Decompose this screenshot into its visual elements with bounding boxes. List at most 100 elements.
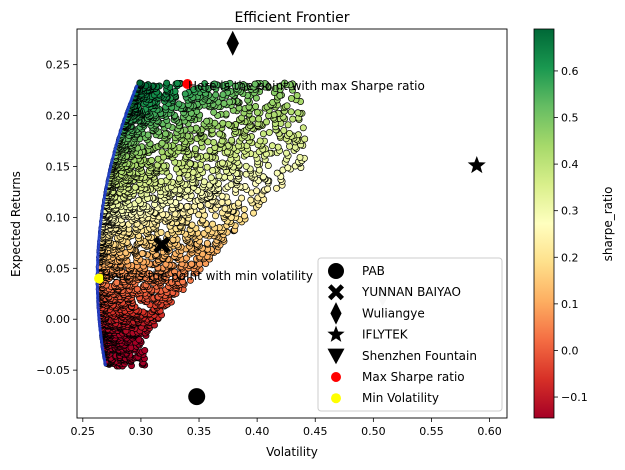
x-axis-ticks: 0.25 0.30 0.35 0.40 0.45 0.50 0.55 0.60	[71, 418, 502, 438]
portfolio-point	[238, 194, 246, 202]
portfolio-point	[224, 120, 232, 128]
portfolio-point	[188, 221, 196, 229]
colorbar-tick-label: 0.6	[561, 65, 579, 78]
portfolio-point	[286, 129, 293, 137]
portfolio-point	[163, 79, 171, 87]
portfolio-point	[247, 196, 255, 204]
portfolio-point	[242, 162, 250, 170]
portfolio-point	[188, 260, 195, 268]
colorbar-tick-label: 0.4	[561, 158, 579, 171]
portfolio-point	[183, 203, 191, 210]
portfolio-point	[301, 135, 309, 143]
portfolio-point	[175, 100, 183, 108]
portfolio-point	[219, 119, 227, 127]
portfolio-point	[253, 187, 261, 195]
chart-title: Efficient Frontier	[234, 10, 349, 26]
colorbar-label: sharpe_ratio	[601, 187, 615, 262]
legend-item-min-volatility-label: Min Volatility	[362, 391, 439, 405]
y-tick-label: 0.00	[46, 313, 71, 326]
x-tick-label: 0.25	[71, 425, 96, 438]
portfolio-point	[259, 130, 267, 138]
portfolio-point	[273, 184, 280, 192]
x-tick-label: 0.40	[245, 425, 270, 438]
legend-item-max-sharpe-ratio-marker	[331, 372, 341, 382]
portfolio-point	[256, 137, 264, 145]
portfolio-point	[158, 148, 166, 156]
portfolio-point	[209, 167, 217, 174]
portfolio-point	[252, 103, 260, 110]
portfolio-point	[173, 79, 181, 87]
x-tick-label: 0.55	[419, 425, 444, 438]
portfolio-point	[234, 199, 242, 207]
portfolio-point	[218, 198, 226, 206]
y-axis-ticks: −0.05 0.00 0.05 0.10 0.15 0.20 0.25	[36, 59, 77, 377]
colorbar-tick-label: 0.5	[561, 112, 579, 125]
portfolio-point	[207, 174, 215, 182]
portfolio-point	[255, 115, 263, 123]
portfolio-point	[273, 169, 281, 177]
portfolio-point	[209, 220, 217, 228]
portfolio-point	[240, 212, 248, 220]
x-tick-label: 0.45	[303, 425, 328, 438]
legend: PAB YUNNAN BAIYAO Wuliangye IFLYTEK Shenzhen…	[317, 257, 503, 412]
colorbar-tick-label: 0.2	[561, 251, 579, 264]
portfolio-cloud	[95, 79, 309, 370]
stock-marker-wuliangye	[226, 30, 239, 56]
colorbar-tick-label: −0.1	[561, 391, 588, 404]
portfolio-point	[216, 130, 223, 138]
portfolio-point	[203, 239, 211, 247]
portfolio-point	[228, 136, 236, 144]
portfolio-point	[263, 118, 270, 126]
min-vol-annotation: Here is the point with min volatility	[102, 269, 313, 283]
portfolio-point	[195, 211, 203, 219]
portfolio-point	[289, 115, 297, 123]
portfolio-point	[264, 162, 272, 169]
y-axis-label: Expected Returns	[9, 171, 23, 277]
portfolio-point	[162, 130, 169, 138]
portfolio-point	[210, 138, 218, 146]
portfolio-point	[192, 124, 200, 132]
portfolio-point	[141, 346, 149, 354]
portfolio-point	[148, 156, 156, 164]
x-tick-label: 0.35	[187, 425, 212, 438]
portfolio-point	[204, 226, 212, 234]
colorbar: −0.1 0.0 0.1 0.2 0.3 0.4 0.5 0.6 sharpe_ratio	[533, 28, 615, 419]
legend-item-min-volatility-marker	[331, 393, 341, 404]
portfolio-point	[168, 278, 176, 286]
portfolio-point	[283, 102, 291, 110]
legend-item-pab-marker	[328, 263, 344, 279]
portfolio-point	[218, 159, 226, 167]
y-tick-label: −0.05	[36, 364, 70, 377]
portfolio-point	[200, 178, 208, 186]
portfolio-point	[186, 160, 194, 168]
colorbar-tick-label: 0.1	[561, 298, 579, 311]
portfolio-point	[259, 173, 267, 181]
x-tick-label: 0.60	[477, 425, 502, 438]
x-axis-label: Volatility	[266, 445, 318, 459]
portfolio-point	[264, 185, 272, 193]
portfolio-point	[175, 175, 183, 183]
portfolio-point	[268, 142, 276, 150]
portfolio-point	[203, 117, 211, 125]
colorbar-gradient	[533, 28, 555, 419]
portfolio-point	[250, 209, 257, 217]
portfolio-point	[284, 121, 292, 129]
portfolio-point	[157, 177, 165, 185]
x-tick-label: 0.50	[361, 425, 386, 438]
portfolio-point	[218, 192, 226, 200]
portfolio-point	[296, 153, 304, 161]
portfolio-point	[136, 79, 144, 87]
portfolio-point	[299, 124, 307, 132]
portfolio-point	[145, 269, 153, 277]
legend-item-wuliangye-label: Wuliangye	[362, 306, 425, 320]
portfolio-point	[212, 212, 219, 220]
legend-item-yunnan-baiyao-label: YUNNAN BAIYAO	[361, 285, 461, 299]
portfolio-point	[293, 92, 301, 99]
portfolio-point	[157, 228, 165, 236]
legend-box	[317, 257, 503, 412]
x-tick-label: 0.30	[129, 425, 154, 438]
portfolio-point	[221, 205, 229, 213]
legend-item-iflytek-label: IFLYTEK	[362, 328, 409, 342]
portfolio-point	[294, 109, 302, 117]
y-tick-label: 0.15	[46, 160, 71, 173]
